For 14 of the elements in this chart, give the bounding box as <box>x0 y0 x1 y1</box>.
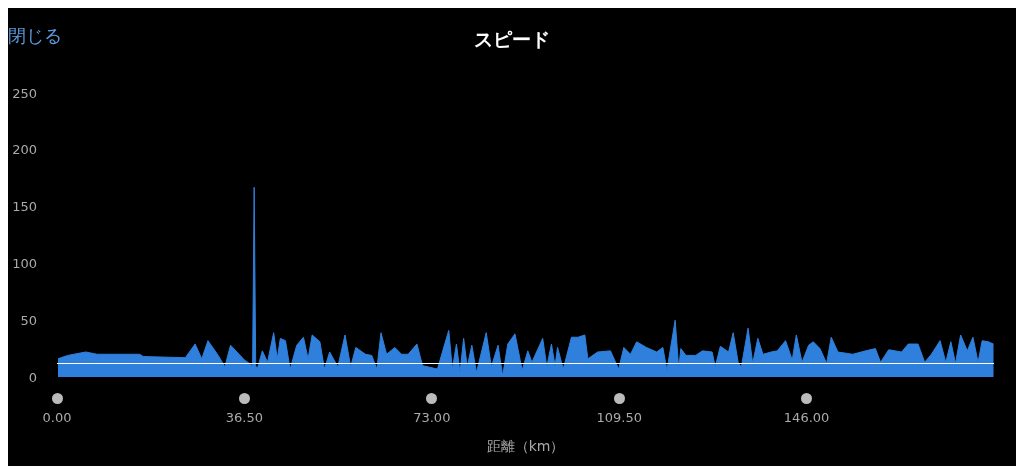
x-tick-label: 0.00 <box>42 410 72 425</box>
x-tick-label: 73.00 <box>413 410 451 425</box>
y-tick-label: 0 <box>28 369 37 385</box>
y-tick-label: 250 <box>12 85 37 101</box>
y-tick-label: 50 <box>20 312 37 328</box>
y-tick-label: 150 <box>12 199 37 215</box>
y-tick-label: 100 <box>12 255 37 271</box>
x-tick-label: 146.00 <box>783 410 830 425</box>
x-tick-label: 36.50 <box>225 410 264 425</box>
x-tick-label: 109.50 <box>596 410 642 425</box>
x-axis-title: 距離（km） <box>486 438 565 454</box>
y-tick-label: 200 <box>12 142 37 158</box>
chart-title: スピード <box>474 27 550 50</box>
text: 閉じる <box>8 24 62 46</box>
